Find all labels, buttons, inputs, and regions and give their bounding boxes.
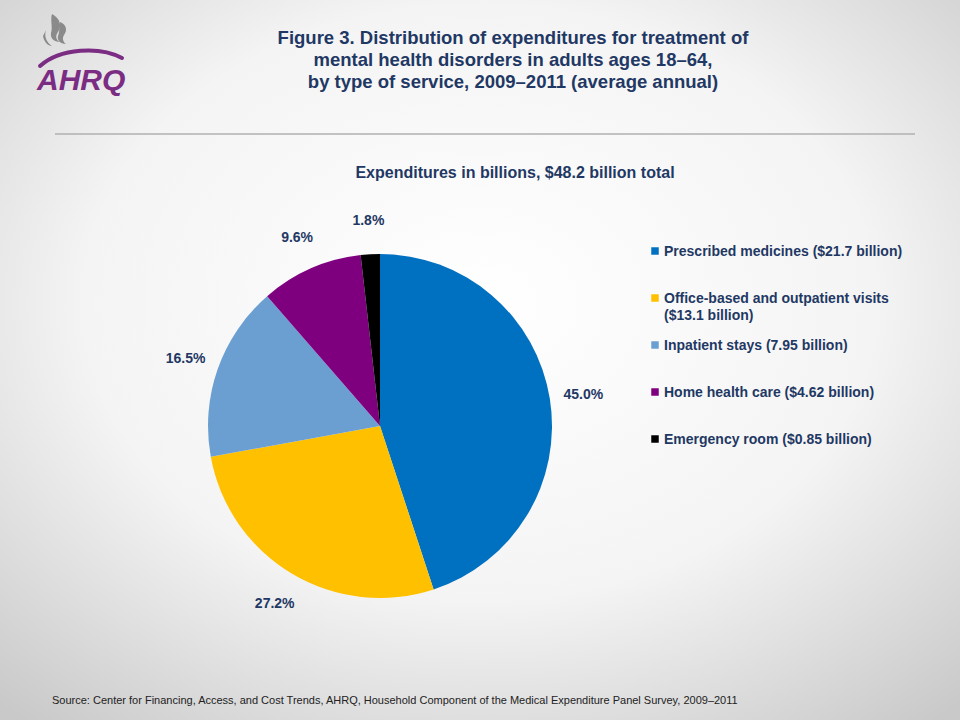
legend-swatch: [651, 388, 659, 396]
legend-line: Emergency room ($0.85 billion): [664, 431, 872, 447]
slices: [208, 254, 552, 598]
legend: Prescribed medicines ($21.7 billion) Offi…: [651, 243, 902, 447]
pie-slice: [361, 254, 380, 426]
logo-eagle: [58, 22, 66, 44]
data-label: 16.5%: [166, 350, 206, 366]
title: mental health disorders in adults ages 1…: [314, 49, 713, 70]
legend-line: Inpatient stays (7.95 billion): [664, 337, 848, 353]
data-label: 9.6%: [281, 229, 313, 245]
legend-label: Office-based and outpatient visits($13.1…: [664, 290, 889, 323]
pie-slice: [267, 255, 380, 426]
data-label: 1.8%: [352, 212, 384, 228]
legend-label: Prescribed medicines ($21.7 billion): [664, 243, 902, 259]
data-label: 45.0%: [564, 386, 604, 402]
legend-label: Emergency room ($0.85 billion): [664, 431, 872, 447]
pie-slice: [211, 426, 434, 598]
legend-label: Inpatient stays (7.95 billion): [664, 337, 848, 353]
legend-swatch: [651, 294, 659, 302]
legend-swatch: [651, 341, 659, 349]
legend-label: Home health care ($4.62 billion): [664, 384, 874, 400]
chart: AHRQ Figure 3. Distribution of expenditur…: [0, 0, 960, 720]
data-label: 27.2%: [255, 595, 295, 611]
legend-swatch: [651, 247, 659, 255]
title: by type of service, 2009–2011 (average a…: [308, 71, 718, 92]
logo: AHRQ: [36, 14, 125, 96]
data-labels: 45.0% 27.2% 16.5% 9.6% 1.8%: [166, 212, 604, 611]
logo-eagle: [43, 30, 52, 46]
legend-line: Prescribed medicines ($21.7 billion): [664, 243, 902, 259]
logo-text: AHRQ: [36, 63, 125, 96]
legend-line: Home health care ($4.62 billion): [664, 384, 874, 400]
header-rule: [55, 133, 915, 135]
legend-swatch: [651, 435, 659, 443]
title: Figure 3. Distribution of expenditures f…: [278, 27, 750, 48]
legend-line: Office-based and outpatient visits: [664, 290, 889, 306]
background: [0, 0, 960, 720]
source: Source: Center for Financing, Access, an…: [52, 694, 738, 706]
subtitle: Expenditures in billions, $48.2 billion …: [355, 164, 674, 181]
legend-line: ($13.1 billion): [664, 307, 753, 323]
